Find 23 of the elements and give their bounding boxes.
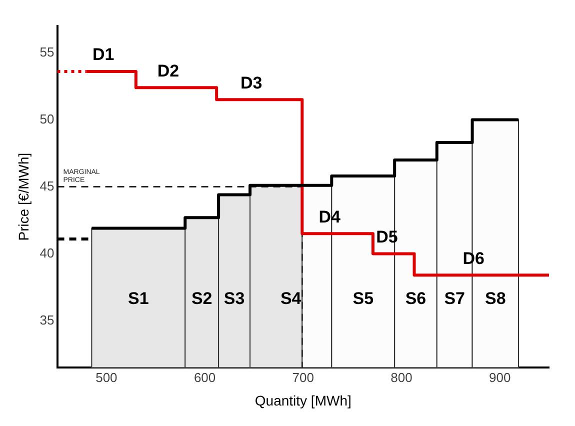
y-tick-label: 45 (40, 178, 54, 194)
x-tick-label: 500 (96, 370, 118, 385)
y-tick-label: 50 (40, 111, 54, 126)
y-tick-label: 35 (40, 312, 54, 328)
x-tick-label: 600 (194, 370, 216, 385)
x-tick-label: 900 (488, 370, 511, 385)
annotation: D1 (92, 45, 114, 64)
annotation: S3 (224, 288, 245, 308)
annotation: S6 (405, 288, 426, 308)
annotation: S5 (352, 288, 374, 308)
annotation: D3 (240, 73, 262, 92)
annotation: S7 (444, 288, 465, 308)
annotation: S2 (191, 288, 212, 308)
y-tick-label: 40 (40, 245, 54, 260)
x-tick-label: 800 (390, 370, 412, 385)
annotation: S1 (128, 288, 149, 308)
annotation: D2 (157, 61, 180, 80)
y-axis-title: Price [€/MWh] (15, 152, 32, 241)
annotation: S8 (485, 288, 506, 308)
x-tick-label: 700 (292, 370, 314, 385)
annotation: S4 (280, 288, 302, 308)
y-tick-label: 55 (40, 44, 54, 60)
x-axis-title: Quantity [MWh] (254, 392, 352, 408)
